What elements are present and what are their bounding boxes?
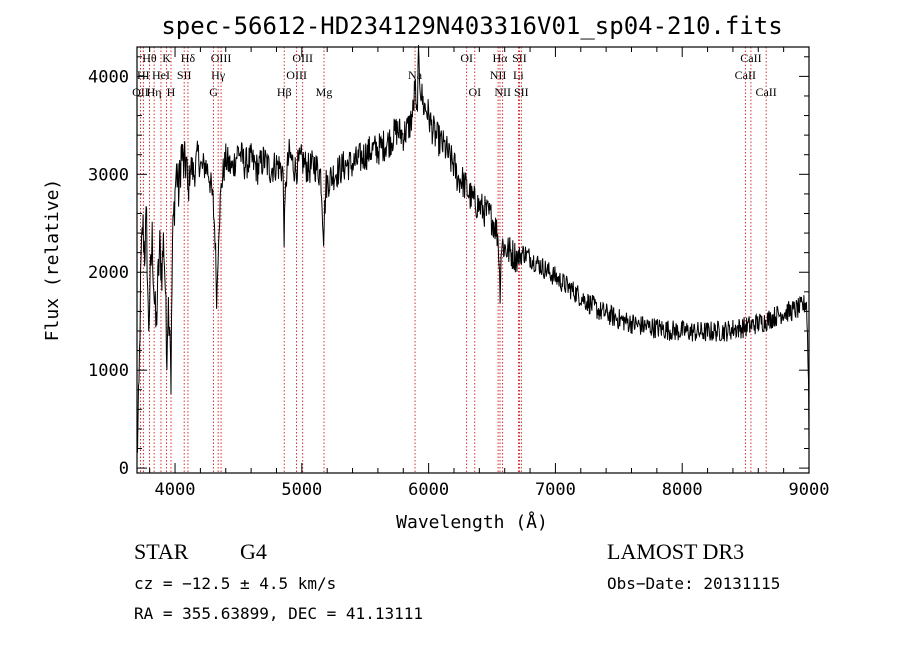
line-marker-label: Hα	[493, 51, 509, 65]
x-tick-label: 9000	[789, 480, 830, 500]
line-marker-label: Hβ	[277, 85, 292, 99]
y-tick-label: 3000	[88, 165, 129, 185]
plot-frame	[136, 46, 810, 474]
line-marker-label: CaII	[735, 68, 756, 82]
coordinates: RA = 355.63899, DEC = 41.13111	[134, 604, 423, 623]
x-axis-label: Wavelength (Å)	[396, 511, 548, 533]
line-marker-label: Li	[513, 68, 524, 82]
axis-ticks: 4000 5000 6000 7000 8000 9000 0 1000 2000 3000 400…	[88, 47, 829, 500]
survey-name: LAMOST DR3	[607, 539, 744, 564]
line-marker-label: CaII	[755, 85, 776, 99]
y-tick-label: 4000	[88, 67, 129, 87]
footer-info: STAR G4 LAMOST DR3 cz = −12.5 ± 4.5 km/s…	[134, 539, 780, 623]
x-tick-label: 6000	[408, 480, 449, 500]
spectrum-line	[136, 45, 810, 453]
line-marker-label: SII	[512, 51, 527, 65]
x-tick-label: 8000	[662, 480, 703, 500]
line-marker-label: CaII	[740, 51, 761, 65]
redshift-value: cz = −12.5 ± 4.5 km/s	[134, 574, 336, 593]
y-tick-label: 2000	[88, 263, 129, 283]
line-marker-label: Hθ	[142, 51, 157, 65]
line-marker-label: OIII	[211, 51, 232, 65]
object-class: STAR	[134, 539, 189, 564]
line-marker-label: K	[162, 51, 171, 65]
line-marker-label: HeI	[152, 68, 170, 82]
line-marker-label: OI	[468, 85, 481, 99]
line-marker-label: H	[167, 85, 176, 99]
y-tick-label: 1000	[88, 361, 129, 381]
line-marker-label: NII	[494, 85, 511, 99]
line-marker-label: OIII	[292, 51, 313, 65]
x-tick-label: 4000	[155, 480, 196, 500]
line-marker-label: G	[209, 85, 218, 99]
line-marker-label: Hη	[147, 85, 162, 99]
line-marker-label: SII	[514, 85, 529, 99]
chart-title: spec-56612-HD234129N403316V01_sp04-210.f…	[161, 12, 782, 40]
line-marker-label: Mg	[316, 85, 333, 99]
line-marker-label: Hδ	[181, 51, 196, 65]
spectrum-series	[136, 45, 810, 453]
y-axis-label: Flux (relative)	[42, 179, 63, 342]
x-tick-label: 7000	[535, 480, 576, 500]
line-marker-label: OIII	[286, 68, 307, 82]
line-marker-label: OII	[132, 85, 149, 99]
line-marker-label: NII	[490, 68, 507, 82]
line-marker-label: HI	[137, 68, 150, 82]
line-marker-label: OI	[460, 51, 473, 65]
y-tick-label: 0	[119, 459, 129, 479]
line-marker-label: Hγ	[211, 68, 226, 82]
observation-date: Obs−Date: 20131115	[607, 574, 780, 593]
x-tick-label: 5000	[281, 480, 322, 500]
line-marker-label: SII	[177, 68, 192, 82]
object-subclass: G4	[240, 539, 267, 564]
